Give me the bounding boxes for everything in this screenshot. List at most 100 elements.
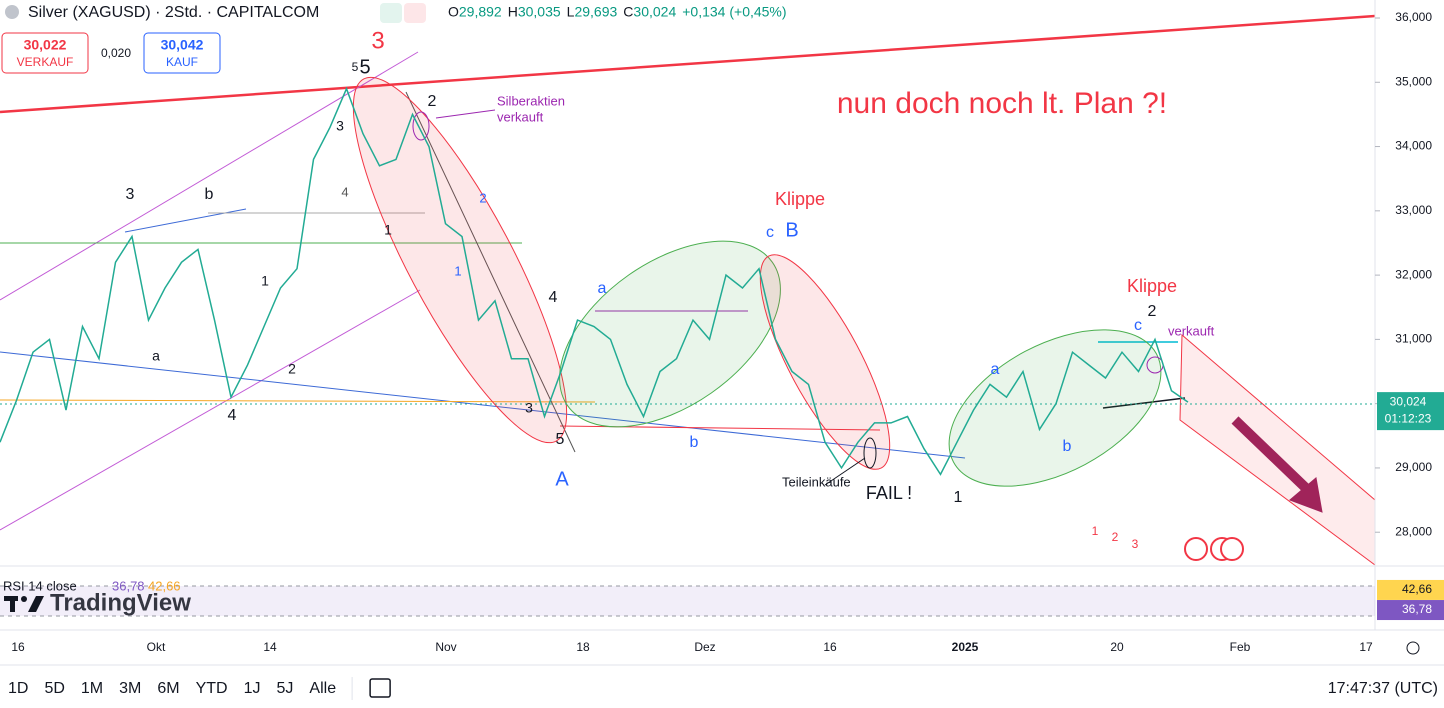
ohlc-value: 30,035 [518, 4, 561, 20]
logo-mark [28, 596, 44, 612]
annotation: 1 [454, 263, 461, 278]
axes-frame [0, 0, 1444, 666]
rsi-label: RSI 14 close [3, 578, 77, 593]
annotation: 1 [261, 273, 269, 289]
annotation: 2 [1112, 530, 1119, 544]
last-price-tag [1377, 392, 1444, 431]
annotation: 3 [371, 27, 384, 54]
settings-icon[interactable] [1406, 641, 1420, 655]
range-button[interactable]: YTD [196, 680, 228, 697]
annotation: 3 [126, 186, 135, 203]
annotation: 4 [228, 407, 237, 424]
annotation: Teileinkäufe [782, 474, 851, 489]
sell-price: 30,022 [24, 37, 67, 53]
annotation: 5 [556, 431, 565, 448]
buy-button[interactable] [143, 32, 221, 74]
range-button[interactable]: 1J [244, 680, 261, 697]
status-badge [380, 3, 402, 23]
countdown: 01:12:23 [1385, 411, 1432, 425]
sell-label: VERKAUF [17, 55, 74, 69]
range-button[interactable]: Alle [309, 680, 336, 697]
annotation: a [598, 280, 607, 297]
range-button[interactable]: 1D [8, 680, 28, 697]
date-range-icon[interactable] [369, 678, 391, 698]
time-label: Okt [147, 640, 166, 654]
logo-mark [21, 596, 27, 602]
ohlc-key: C [623, 4, 633, 20]
rsi-value: 36,78 [112, 578, 145, 593]
price-line [0, 86, 1189, 476]
time-label: 17 [1359, 640, 1373, 654]
annotation: FAIL ! [866, 483, 912, 503]
annotation: verkauft [497, 109, 544, 124]
rsi-value-tag [1377, 600, 1444, 621]
sell-button[interactable] [1, 32, 89, 74]
annotation: Klippe [1127, 276, 1177, 296]
change: +0,134 (+0,45%) [682, 4, 786, 20]
ohlc-value: 29,693 [574, 4, 617, 20]
rsi-ma: 42,66 [148, 578, 181, 593]
annotation: 3 [525, 400, 533, 416]
y-tick-label: 34,000 [1395, 139, 1432, 153]
range-button[interactable]: 5J [277, 680, 294, 697]
annotation: a [152, 348, 160, 364]
time-label: 16 [823, 640, 837, 654]
annotation: 3 [336, 118, 344, 134]
logo-mark [10, 596, 15, 612]
annotation: 2 [288, 361, 296, 377]
annotation: verkauft [1168, 323, 1215, 338]
time-label: Dez [694, 640, 715, 654]
y-tick-label: 28,000 [1395, 524, 1432, 538]
range-button[interactable]: 1M [81, 680, 103, 697]
y-tick-label: 33,000 [1395, 203, 1432, 217]
annotation: 1 [384, 222, 392, 238]
y-tick-label: 35,000 [1395, 74, 1432, 88]
last-price-label: 30,024 [1390, 394, 1427, 408]
status-badge [404, 3, 426, 23]
y-tick-label: 36,000 [1395, 10, 1432, 24]
annotation: c [766, 224, 774, 241]
y-tick-label: 31,000 [1395, 332, 1432, 346]
clock: 17:47:37 (UTC) [1328, 680, 1438, 697]
annotation: A [555, 468, 569, 490]
annotation: Klippe [775, 189, 825, 209]
annotation: 3 [1132, 537, 1139, 551]
time-label: 16 [11, 640, 25, 654]
ohlc-value: 30,024 [633, 4, 676, 20]
drawings [0, 14, 1376, 566]
annotation: b [690, 434, 699, 451]
symbol-title: Silver (XAGUSD) · 2Std. · CAPITALCOM [28, 4, 319, 21]
annotation: a [991, 361, 1000, 378]
annotation: 4 [341, 184, 348, 199]
range-button[interactable]: 5D [44, 680, 64, 697]
time-label: 20 [1110, 640, 1124, 654]
rsi-ma-tag [1377, 579, 1444, 600]
time-label: 2025 [952, 640, 979, 654]
rsi-ma-tag-label: 42,66 [1402, 582, 1432, 596]
annotation: 5 [352, 60, 359, 74]
buy-price: 30,042 [161, 37, 204, 53]
time-label: 14 [263, 640, 277, 654]
annotation: B [785, 219, 798, 241]
spread: 0,020 [101, 46, 131, 60]
ohlc-key: L [567, 4, 575, 20]
event-icon [1220, 537, 1244, 561]
range-button[interactable]: 3M [119, 680, 141, 697]
annotation: 2 [479, 190, 486, 205]
time-label: Nov [435, 640, 456, 654]
watermark: TradingView [50, 589, 191, 616]
rsi-value-tag-label: 36,78 [1402, 602, 1432, 616]
time-label: Feb [1230, 640, 1251, 654]
annotation: 2 [1148, 303, 1157, 320]
annotation: c [1134, 317, 1142, 334]
annotation: Silberaktien [497, 93, 565, 108]
range-button[interactable]: 6M [157, 680, 179, 697]
annotation: nun doch noch lt. Plan ?! [837, 87, 1167, 120]
annotation: 5 [359, 56, 370, 78]
ohlc-value: 29,892 [459, 4, 502, 20]
annotation: b [1063, 438, 1072, 455]
annotation: b [205, 186, 214, 203]
annotation: 2 [428, 93, 437, 110]
time-label: 18 [576, 640, 590, 654]
